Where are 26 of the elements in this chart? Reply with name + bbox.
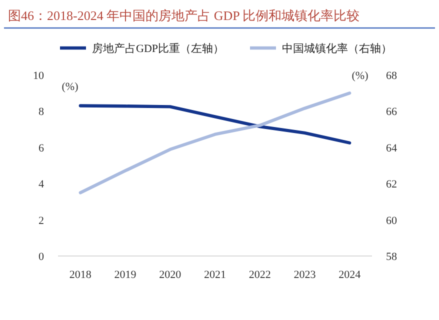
x-tick-label: 2021 [204, 269, 226, 281]
y2-tick-label: 68 [386, 70, 398, 82]
x-tick-label: 2018 [69, 269, 92, 281]
y-axis-title: (%) [62, 81, 79, 93]
y2-tick-label: 58 [386, 251, 398, 263]
chart-title: 图46：2018-2024 年中国的房地产占 GDP 比例和城镇化率比较 [8, 8, 360, 23]
y-tick-label: 6 [38, 142, 44, 154]
legend-label: 中国城镇化率（右轴） [282, 42, 392, 55]
legend-label: 房地产占GDP比重（左轴） [92, 42, 224, 55]
y-tick-label: 2 [38, 214, 44, 227]
x-tick-label: 2020 [159, 269, 182, 281]
y2-tick-label: 62 [386, 178, 397, 191]
line-series [78, 92, 352, 194]
y2-tick-label: 60 [386, 214, 398, 227]
y-tick-label: 8 [38, 106, 44, 118]
line-series [78, 104, 352, 144]
y2-tick-label: 66 [386, 106, 398, 118]
y-tick-label: 0 [38, 251, 44, 263]
x-tick-label: 2022 [248, 269, 271, 281]
y-tick-label: 4 [38, 178, 44, 191]
x-tick-label: 2019 [114, 269, 137, 281]
y2-tick-label: 64 [386, 142, 398, 154]
x-tick-label: 2023 [294, 269, 316, 281]
y2-axis-title: (%) [352, 70, 369, 82]
y-tick-label: 10 [33, 70, 44, 82]
x-tick-label: 2024 [338, 269, 362, 281]
